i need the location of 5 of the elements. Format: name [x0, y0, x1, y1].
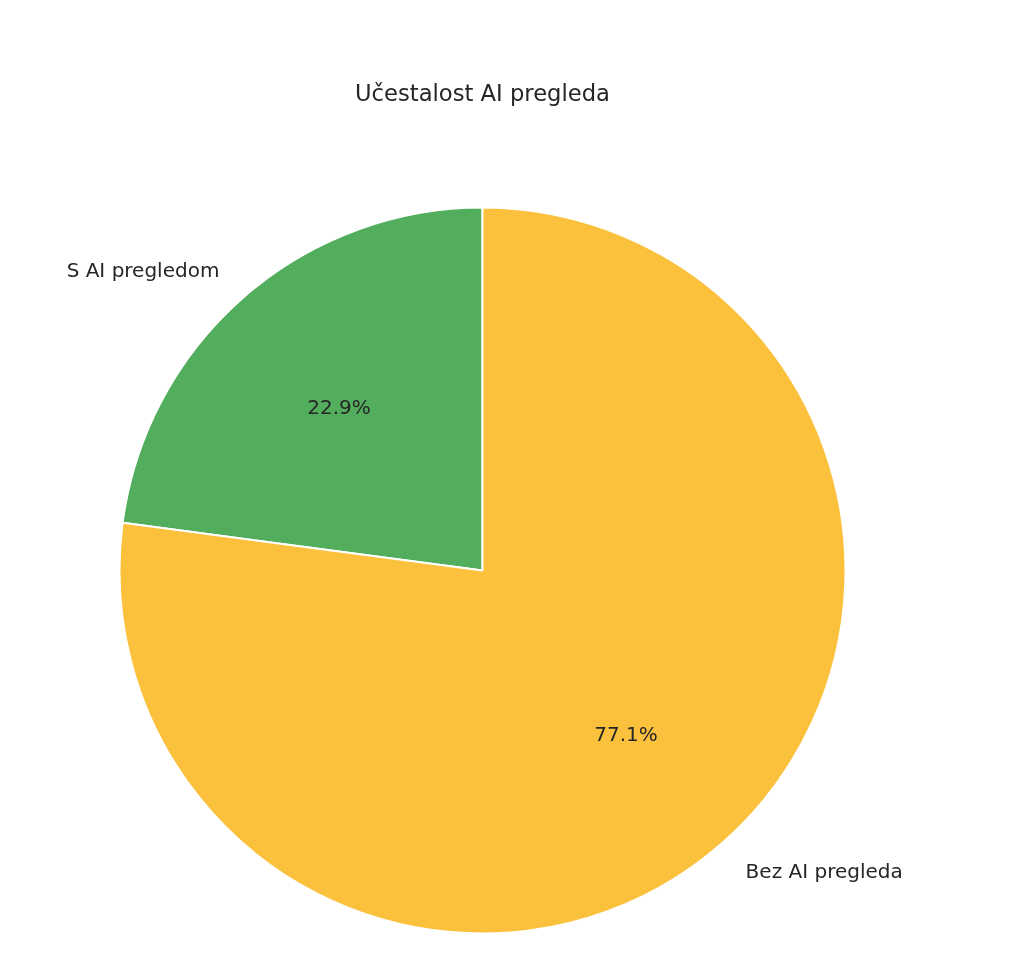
data-label: 22.9%	[307, 394, 371, 419]
data-label: 77.1%	[594, 722, 658, 747]
slice-label: Bez AI pregleda	[745, 858, 903, 883]
slice-label: S AI pregledom	[66, 258, 220, 283]
chart-title: Učestalost AI pregleda	[355, 79, 610, 106]
